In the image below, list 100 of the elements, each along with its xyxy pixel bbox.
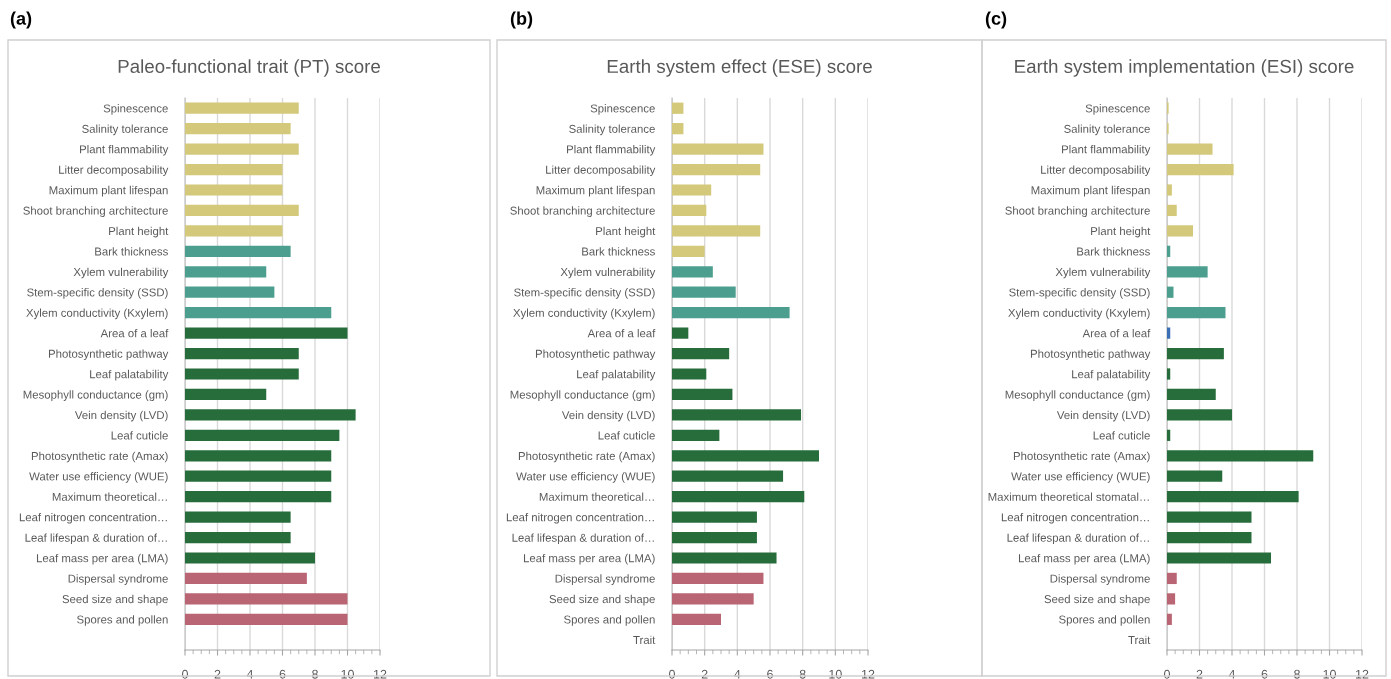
y-tick-label: Maximum plant lifespan: [1031, 185, 1150, 197]
bar: [672, 613, 721, 625]
bar: [672, 511, 757, 523]
y-tick-label: Xylem conductivity (Kxylem): [513, 308, 655, 320]
bar: [672, 491, 805, 503]
x-tick-label: 6: [767, 669, 773, 679]
y-tick-label: Dispersal syndrome: [68, 574, 168, 585]
y-tick-label: Plant flammability: [1062, 144, 1151, 156]
bar: [1167, 511, 1252, 523]
bar: [672, 450, 819, 462]
y-tick-label: Leaf mass per area (LMA): [523, 553, 655, 565]
bar: [1167, 450, 1314, 462]
bar: [672, 429, 720, 441]
y-tick-label: Vein density (LVD): [1056, 410, 1150, 422]
x-tick-label: 0: [1164, 669, 1170, 679]
bar: [185, 429, 340, 441]
y-tick-label: Bark thickness: [95, 247, 168, 256]
bar: [1167, 613, 1172, 625]
bar: [185, 184, 283, 196]
y-tick-label: Spores and pollen: [1059, 615, 1150, 626]
y-tick-label: Mesophyll conductance (gm): [510, 390, 655, 401]
y-tick-label: Xylem vulnerability: [73, 267, 169, 279]
y-tick-label: Leaf mass per area (LMA): [36, 553, 168, 565]
bar: [185, 409, 356, 421]
y-tick-label: Mesophyll conductance (gm): [23, 390, 168, 401]
y-tick-label: Seed size and shape: [549, 594, 655, 606]
text: (c): [985, 11, 1007, 29]
y-tick-label: Leaf cuticle: [598, 431, 655, 440]
y-tick-label: Dispersal syndrome: [1050, 574, 1150, 585]
y-tick-label: Spinescence: [590, 104, 655, 115]
bar: [672, 388, 733, 401]
bar: [672, 593, 754, 605]
x-tick-label: 2: [214, 669, 221, 679]
bar: [185, 204, 299, 217]
bar: [185, 266, 267, 278]
bar: [672, 531, 757, 544]
y-tick-label: Leaf cuticle: [1093, 431, 1150, 440]
bar: [672, 123, 684, 135]
bar: [1167, 388, 1216, 401]
y-tick-label: Xylem conductivity (Kxylem): [1008, 308, 1150, 320]
y-tick-label: Leaf nitrogen concentration…: [1001, 512, 1149, 524]
x-tick-label: 12: [1356, 669, 1369, 679]
bar: [1167, 225, 1193, 237]
y-tick-label: Seed size and shape: [62, 594, 168, 606]
y-tick-label: Spinescence: [103, 104, 168, 115]
y-tick-label: Spores and pollen: [564, 615, 655, 626]
bar: [1167, 491, 1299, 503]
bar: [672, 409, 802, 421]
y-tick-label: Area of a leaf: [587, 328, 656, 338]
bar: [185, 225, 283, 237]
bar: [1167, 552, 1271, 564]
y-tick-label: Leaf lifespan & duration of…: [512, 533, 654, 545]
bar: [185, 613, 348, 625]
y-tick-label: Maximum plant lifespan: [49, 185, 168, 197]
y-tick-label: Maximum theoretical stomatal…: [988, 492, 1149, 501]
bar: [185, 511, 291, 523]
y-tick-label: Leaf lifespan & duration of…: [25, 533, 167, 545]
bar: [185, 143, 299, 155]
bar: [672, 470, 784, 482]
x-tick-label: 8: [312, 669, 318, 679]
y-tick-label: Shoot branching architecture: [23, 206, 168, 217]
y-tick-label: Leaf cuticle: [111, 431, 168, 440]
y-tick-label: Stem-specific density (SSD): [27, 288, 168, 299]
y-tick-label: Water use efficiency (WUE): [29, 472, 168, 483]
bar: [185, 450, 332, 462]
y-tick-label: Photosynthetic rate (Amax): [31, 451, 168, 463]
bar: [672, 102, 684, 114]
y-tick-label: Maximum theoretical…: [52, 492, 167, 501]
bar: [185, 163, 283, 176]
y-tick-label: Maximum plant lifespan: [536, 185, 655, 197]
bar: [1167, 470, 1223, 482]
text: (b): [510, 11, 533, 29]
bar: [672, 143, 764, 155]
y-tick-label: Litter decomposability: [1041, 165, 1151, 177]
bar: [672, 307, 790, 319]
chart-title: Earth system implementation (ESI) score: [1015, 59, 1354, 77]
bar: [1167, 409, 1232, 421]
bar: [1167, 327, 1171, 339]
bar: [185, 102, 299, 114]
bar: [1167, 572, 1177, 585]
bar: [1167, 531, 1252, 544]
bar: [672, 572, 764, 585]
y-tick-label: Stem-specific density (SSD): [1009, 288, 1150, 299]
bar: [1167, 307, 1226, 319]
y-tick-label: Bark thickness: [582, 247, 655, 256]
x-tick-label: 2: [701, 669, 708, 679]
y-tick-label: Dispersal syndrome: [555, 574, 655, 585]
y-tick-label: Area of a leaf: [100, 328, 169, 338]
bar: [1167, 204, 1177, 217]
bar: [185, 388, 267, 401]
bar: [1167, 593, 1176, 605]
y-tick-label: Photosynthetic pathway: [48, 349, 169, 361]
bar: [185, 347, 299, 360]
y-tick-label: Plant flammability: [80, 144, 169, 156]
x-tick-label: 4: [1228, 669, 1236, 679]
y-tick-label: Photosynthetic pathway: [535, 349, 656, 361]
bar: [1167, 266, 1208, 278]
bar: [672, 163, 761, 176]
bar: [185, 368, 299, 380]
bar: [672, 368, 707, 380]
